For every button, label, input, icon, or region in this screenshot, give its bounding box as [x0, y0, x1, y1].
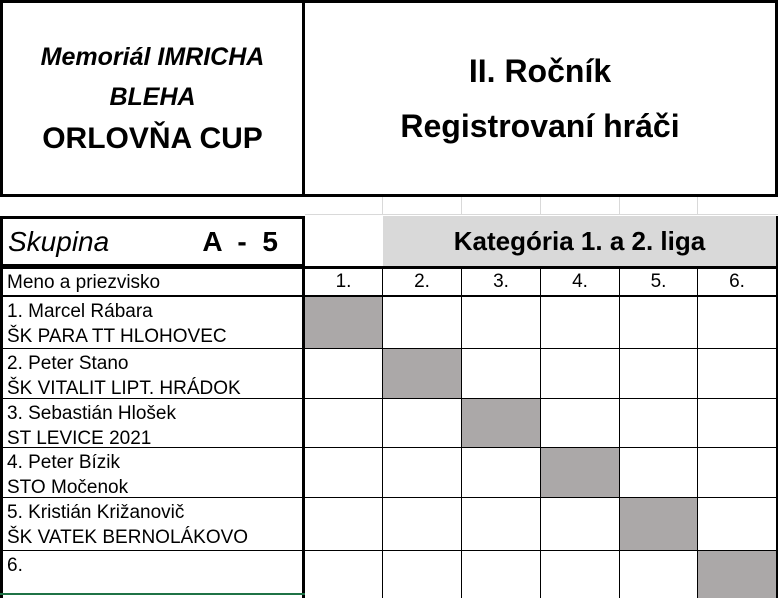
match-cell[interactable]	[698, 349, 778, 398]
self-match-cell[interactable]	[383, 349, 462, 398]
player-row: 4. Peter Bízik STO Močenok	[0, 448, 778, 498]
group-label: Skupina	[8, 225, 110, 257]
sheet-title-box: II. Ročník Registrovaní hráči	[305, 0, 778, 197]
match-cell[interactable]	[620, 448, 698, 497]
player-cell[interactable]: 5. Kristián Križanovič ŠK VATEK BERNOLÁK…	[0, 498, 305, 550]
gridline	[382, 197, 383, 215]
round-column-header-6: 6.	[698, 269, 778, 295]
page-break-line	[0, 593, 305, 595]
match-cell[interactable]	[620, 349, 698, 398]
gridline	[461, 197, 462, 215]
match-cell[interactable]	[620, 399, 698, 447]
player-name: 4. Peter Bízik	[7, 452, 120, 473]
match-cell[interactable]	[383, 399, 462, 447]
player-row: 3. Sebastián Hlošek ST LEVICE 2021	[0, 399, 778, 448]
player-cell[interactable]: 1. Marcel Rábara ŠK PARA TT HLOHOVEC	[0, 297, 305, 348]
category-header: Kategória 1. a 2. liga	[383, 216, 778, 266]
round-column-header-3: 3.	[462, 269, 541, 295]
player-club: ŠK VATEK BERNOLÁKOVO	[7, 527, 249, 548]
sheet-title: Registrovaní hráči	[400, 107, 680, 144]
match-cell[interactable]	[383, 498, 462, 550]
player-cell[interactable]: 4. Peter Bízik STO Močenok	[0, 448, 305, 497]
round-column-header-4: 4.	[541, 269, 620, 295]
tournament-title-line1: Memoriál IMRICHA	[40, 42, 265, 71]
match-cell[interactable]	[383, 551, 462, 598]
tournament-title-line2: BLEHA	[109, 82, 196, 111]
gridline	[305, 214, 778, 215]
match-cell[interactable]	[462, 349, 541, 398]
tournament-subtitle: ORLOVŇA CUP	[42, 121, 263, 155]
player-club: STO Močenok	[7, 477, 129, 497]
gridline	[619, 197, 620, 215]
player-cell[interactable]: 6.	[0, 551, 305, 598]
match-cell[interactable]	[541, 498, 620, 550]
self-match-cell[interactable]	[698, 551, 778, 598]
match-cell[interactable]	[620, 551, 698, 598]
player-name: 5. Kristián Križanovič	[7, 502, 185, 523]
player-club: ST LEVICE 2021	[7, 428, 152, 447]
player-name: 1. Marcel Rábara	[7, 301, 153, 322]
player-row: 6.	[0, 551, 778, 598]
player-name: 6.	[7, 555, 23, 576]
match-cell[interactable]	[383, 448, 462, 497]
match-cell[interactable]	[541, 297, 620, 348]
match-cell[interactable]	[462, 498, 541, 550]
match-cell[interactable]	[305, 448, 383, 497]
player-club: ŠK VITALIT LIPT. HRÁDOK	[7, 378, 241, 398]
self-match-cell[interactable]	[305, 297, 383, 348]
self-match-cell[interactable]	[462, 399, 541, 447]
round-column-header-2: 2.	[383, 269, 462, 295]
match-cell[interactable]	[541, 551, 620, 598]
self-match-cell[interactable]	[620, 498, 698, 550]
player-row: 2. Peter Stano ŠK VITALIT LIPT. HRÁDOK	[0, 349, 778, 399]
round-column-header-1: 1.	[305, 269, 383, 295]
match-cell[interactable]	[698, 399, 778, 447]
match-cell[interactable]	[462, 448, 541, 497]
group-value[interactable]: A - 5	[202, 225, 278, 257]
player-cell[interactable]: 3. Sebastián Hlošek ST LEVICE 2021	[0, 399, 305, 447]
blank-cell[interactable]	[305, 216, 383, 267]
match-cell[interactable]	[462, 297, 541, 348]
match-cell[interactable]	[462, 551, 541, 598]
player-club: ŠK PARA TT HLOHOVEC	[7, 326, 227, 347]
match-cell[interactable]	[541, 399, 620, 447]
gridline	[697, 197, 698, 215]
match-cell[interactable]	[698, 448, 778, 497]
player-name: 3. Sebastián Hlošek	[7, 403, 176, 424]
group-box: Skupina A - 5	[0, 216, 305, 267]
match-cell[interactable]	[541, 349, 620, 398]
tournament-title-box: Memoriál IMRICHA BLEHA ORLOVŇA CUP	[0, 0, 305, 197]
match-cell[interactable]	[305, 349, 383, 398]
player-cell[interactable]: 2. Peter Stano ŠK VITALIT LIPT. HRÁDOK	[0, 349, 305, 398]
match-cell[interactable]	[383, 297, 462, 348]
player-row: 5. Kristián Križanovič ŠK VATEK BERNOLÁK…	[0, 498, 778, 551]
name-column-header: Meno a priezvisko	[0, 269, 305, 295]
match-cell[interactable]	[698, 498, 778, 550]
player-name: 2. Peter Stano	[7, 353, 129, 374]
round-column-header-5: 5.	[620, 269, 698, 295]
player-row: 1. Marcel Rábara ŠK PARA TT HLOHOVEC	[0, 297, 778, 349]
match-cell[interactable]	[620, 297, 698, 348]
gridline	[540, 197, 541, 215]
table-header-row: Meno a priezvisko 1. 2. 3. 4. 5. 6.	[0, 266, 778, 297]
match-cell[interactable]	[305, 498, 383, 550]
edition-title: II. Ročník	[468, 52, 612, 89]
match-cell[interactable]	[305, 551, 383, 598]
self-match-cell[interactable]	[541, 448, 620, 497]
match-cell[interactable]	[698, 297, 778, 348]
match-cell[interactable]	[305, 399, 383, 447]
